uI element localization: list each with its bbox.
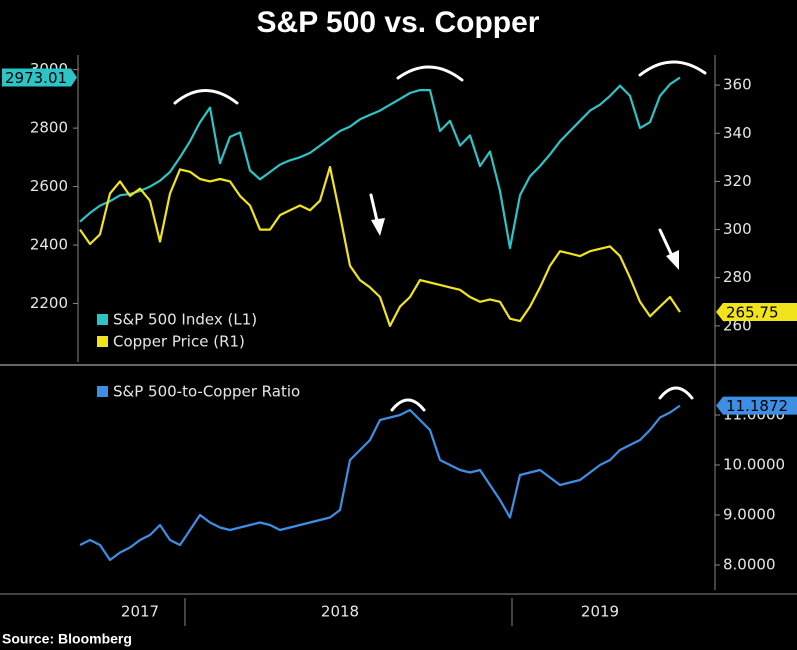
value-tag-label: 11.1872 (726, 397, 788, 415)
y-tick-label: 8.0000 (723, 556, 776, 574)
peak-arc (658, 386, 694, 400)
legend-label: S&P 500 Index (L1) (113, 311, 257, 329)
y-tick-label: 9.0000 (723, 506, 776, 524)
value-tag-label: 265.75 (726, 304, 779, 322)
value-tag: 11.1872 (716, 396, 797, 415)
series-line (79, 76, 681, 250)
series-line (79, 165, 681, 327)
value-tag: 2973.01 (2, 68, 77, 87)
y-tick-label: 2400 (30, 236, 68, 254)
y-tick-label: 280 (723, 268, 752, 286)
x-tick-label: 2019 (581, 603, 619, 621)
peak-arc (396, 65, 464, 82)
series-line (79, 404, 681, 562)
legend-label: S&P 500-to-Copper Ratio (113, 383, 300, 401)
chart-title: S&P 500 vs. Copper (257, 6, 540, 39)
value-tag-box (2, 68, 77, 87)
value-tag-label: 2973.01 (5, 69, 67, 87)
source-note: Source: Bloomberg (2, 631, 132, 647)
legend-swatch (97, 386, 108, 397)
legend-label: Copper Price (R1) (113, 333, 245, 351)
y-tick-label: 300 (723, 220, 752, 238)
peak-arc (173, 89, 239, 105)
y-tick-label: 2600 (30, 177, 68, 195)
x-tick-label: 2017 (121, 603, 159, 621)
y-tick-label: 360 (723, 76, 752, 94)
y-tick-label: 320 (723, 172, 752, 190)
value-tag-box (716, 396, 797, 415)
value-tag: 265.75 (716, 303, 797, 322)
x-tick-label: 2018 (321, 603, 359, 621)
y-tick-label: 340 (723, 124, 752, 142)
y-tick-label: 2200 (30, 294, 68, 312)
arrow (658, 228, 679, 270)
legend-swatch (97, 336, 108, 347)
arrow (369, 193, 385, 236)
value-tag-box (716, 303, 797, 322)
y-tick-label: 10.0000 (723, 456, 785, 474)
peak-arc (638, 60, 707, 77)
y-tick-label: 2800 (30, 119, 68, 137)
legend-swatch (97, 314, 108, 325)
peak-arc (390, 398, 426, 412)
